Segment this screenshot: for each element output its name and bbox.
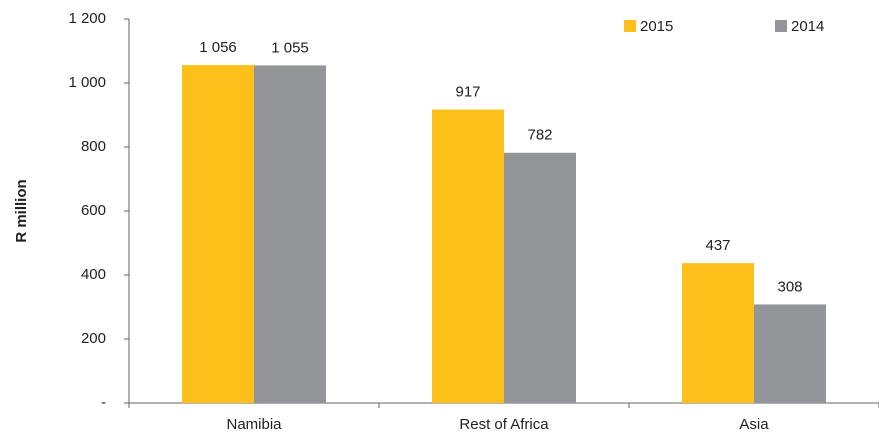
value-label: 1 056 [199, 39, 237, 56]
y-tick-label: 400 [81, 266, 106, 283]
bar [754, 304, 826, 403]
value-label: 917 [455, 84, 480, 101]
bar [254, 65, 326, 404]
bar [682, 263, 754, 403]
x-tick-label: Rest of Africa [459, 416, 549, 433]
y-tick-label: 1 200 [68, 10, 106, 27]
y-tick-label: 800 [81, 138, 106, 155]
value-label: 1 055 [271, 39, 309, 56]
value-label: 437 [705, 237, 730, 254]
y-axis-label: R million [13, 179, 30, 242]
y-tick-label: 200 [81, 330, 106, 347]
bar [182, 65, 254, 403]
legend-swatch [624, 20, 636, 32]
value-label: 782 [527, 127, 552, 144]
legend-label: 2014 [791, 18, 824, 35]
y-tick-label: 600 [81, 202, 106, 219]
y-tick-label: 1 000 [68, 74, 106, 91]
bar [432, 109, 504, 403]
bar [504, 152, 576, 403]
legend-swatch [775, 20, 787, 32]
x-tick-label: Namibia [226, 416, 282, 433]
value-label: 308 [777, 278, 802, 295]
legend-label: 2015 [640, 18, 673, 35]
y-tick-label: - [101, 394, 106, 411]
x-tick-label: Asia [739, 416, 769, 433]
